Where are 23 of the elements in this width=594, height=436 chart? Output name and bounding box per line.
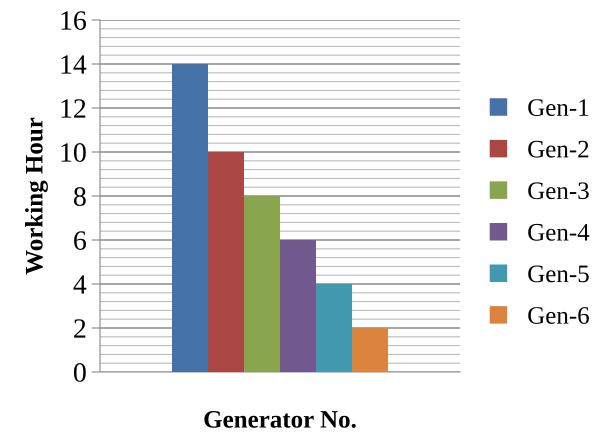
y-tick-label: 12 [61, 99, 86, 118]
x-axis-title: Generator No. [204, 410, 356, 428]
bar [244, 196, 280, 372]
bar [280, 240, 316, 372]
bar [316, 284, 352, 372]
legend-label: Gen-2 [528, 140, 588, 158]
y-tick-label: 6 [74, 231, 86, 250]
y-tick-label: 4 [73, 275, 86, 294]
legend-label: Gen-1 [528, 99, 588, 116]
legend-label: Gen-4 [528, 224, 590, 241]
y-tick-label: 10 [61, 143, 86, 162]
y-axis-title: Working Hour [25, 118, 48, 274]
y-tick-label: 14 [61, 55, 86, 74]
y-tick-label: 2 [74, 319, 86, 338]
legend-label: Gen-6 [528, 307, 589, 324]
y-tick-label: 0 [74, 363, 86, 382]
y-tick-label: 16 [61, 11, 86, 30]
bar [352, 328, 388, 372]
bar [172, 64, 208, 372]
legend-label: Gen-5 [528, 265, 589, 282]
bar [208, 152, 244, 372]
legend-label: Gen-3 [528, 182, 589, 200]
y-tick-label: 8 [74, 187, 86, 206]
